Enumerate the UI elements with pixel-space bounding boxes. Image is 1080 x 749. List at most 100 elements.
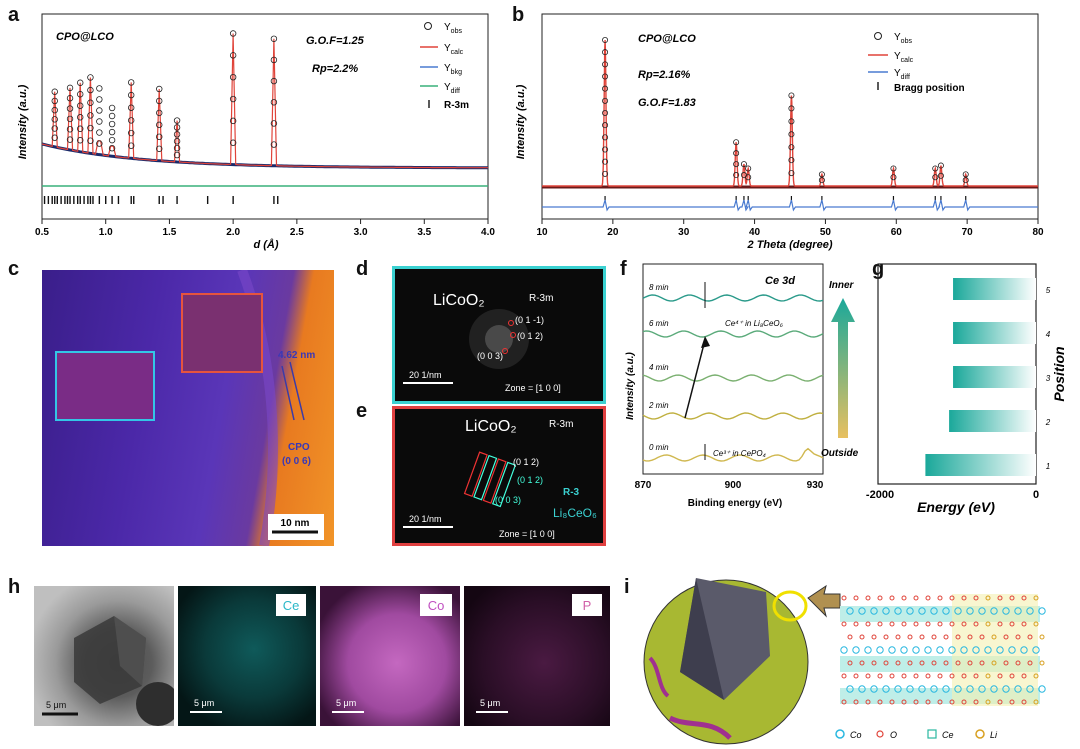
- a-obs-point: [87, 99, 94, 106]
- f-ce4: Ce⁴⁺ in Li₈CeO₆: [725, 319, 784, 328]
- lattice-atom: [1033, 673, 1039, 679]
- i-legend-co: Co: [850, 730, 862, 740]
- d-plane1: (0 1 -1): [515, 315, 544, 325]
- panel-b-sample: CPO@LCO: [638, 33, 696, 45]
- lattice-atom: [1021, 595, 1027, 601]
- a-obs-point: [270, 77, 278, 85]
- e-compound: LiCoO₂: [465, 418, 517, 435]
- legend-b-3: Bragg position: [894, 83, 965, 94]
- lattice-atom: [913, 595, 919, 601]
- lattice-atom: [973, 621, 979, 627]
- a-obs-point: [77, 91, 84, 98]
- lattice-atom: [901, 699, 907, 705]
- lattice-atom: [985, 673, 991, 679]
- a-obs-point: [77, 137, 84, 144]
- lattice-atom: [949, 673, 955, 679]
- lattice-atom: [859, 634, 865, 640]
- i-legend-li: Li: [990, 730, 998, 740]
- panel-g-chart: 5 4 3 2 1 -2000 0 Energy (eV) Position: [866, 263, 1067, 515]
- panel-h-label: h: [8, 576, 21, 598]
- f-time-label: 2 min: [648, 401, 669, 410]
- e-zone: Zone = [1 0 0]: [499, 529, 555, 539]
- lattice-atom: [901, 621, 907, 627]
- panel-a-xticks: 0.5 1.0 1.5 2.0 2.5 3.0 3.5 4.0: [35, 219, 495, 238]
- a-obs-point: [108, 104, 116, 112]
- a-xtick-label: 3.0: [354, 227, 368, 238]
- b-obs-point: [788, 105, 795, 112]
- a-obs-point: [127, 91, 135, 99]
- h-co-label: Co: [428, 598, 445, 613]
- lattice-atom: [954, 607, 962, 615]
- lattice-atom: [966, 607, 974, 615]
- d-compound: LiCoO₂: [433, 292, 485, 309]
- a-obs-point: [51, 97, 58, 105]
- lattice-atom: [984, 646, 992, 654]
- e-group: R-3m: [549, 419, 573, 430]
- a-obs-point: [156, 85, 163, 93]
- a-obs-point: [270, 141, 278, 148]
- lattice-atom: [937, 595, 943, 601]
- a-obs-point: [51, 125, 58, 132]
- lattice-atom: [1039, 660, 1045, 666]
- lattice-atom: [990, 685, 998, 693]
- lattice-atom: [865, 595, 871, 601]
- d-zone: Zone = [1 0 0]: [505, 383, 561, 393]
- a-obs-point: [156, 145, 163, 152]
- lattice-atom: [924, 646, 932, 654]
- lattice-atom: [888, 646, 896, 654]
- lattice-atom: [966, 685, 974, 693]
- lattice-atom: [877, 699, 883, 705]
- b-xtick-label: 40: [749, 227, 761, 238]
- lattice-atom: [1009, 621, 1015, 627]
- b-calc-line: [542, 39, 1038, 187]
- eds-co-map: Co 5 μm: [320, 586, 460, 726]
- lattice-atom: [895, 660, 901, 666]
- lattice-atom: [960, 646, 968, 654]
- a-xtick-label: 2.5: [290, 227, 304, 238]
- lattice-atom: [973, 595, 979, 601]
- g-xlabel: Energy (eV): [917, 499, 995, 515]
- lattice-atom: [858, 607, 866, 615]
- a-obs-point: [173, 144, 181, 152]
- b-obs-point: [740, 161, 747, 168]
- f-time-label: 6 min: [649, 319, 669, 328]
- b-obs-point: [733, 139, 740, 146]
- lattice-atom: [1021, 673, 1027, 679]
- b-obs-point: [745, 165, 752, 172]
- panel-a-gof: G.O.F=1.25: [306, 35, 365, 47]
- a-obs-point: [156, 97, 163, 105]
- lattice-atom: [895, 634, 901, 640]
- f-depth-arrow: [831, 298, 855, 438]
- lattice-ce-zone: [952, 594, 1038, 706]
- panel-i-label: i: [624, 576, 630, 598]
- saed-d-image: LiCoO₂ R-3m (0 1 -1) (0 1 2) (0 0 3) 20 …: [392, 266, 606, 404]
- b-obs-point: [745, 174, 752, 181]
- lattice-atom: [1032, 646, 1040, 654]
- lattice-atom: [985, 699, 991, 705]
- eds-p-map: P 5 μm: [464, 586, 610, 726]
- c-phase: CPO: [288, 442, 310, 453]
- a-obs-point: [173, 151, 181, 159]
- h-p-scale: 5 μm: [480, 698, 500, 708]
- a-obs-point: [127, 117, 135, 124]
- panel-a-sample: CPO@LCO: [56, 31, 114, 43]
- a-obs-point: [173, 124, 181, 131]
- f-ce3: Ce³⁺ in CePO₄: [713, 449, 766, 458]
- lattice-atom: [877, 621, 883, 627]
- a-obs-point: [173, 138, 181, 145]
- e-plane3: (0 0 3): [495, 495, 521, 505]
- lattice-atom: [912, 646, 920, 654]
- lattice-atom: [1003, 660, 1009, 666]
- lattice-atom: [930, 607, 938, 615]
- f-xtick-2: 930: [807, 480, 824, 491]
- lattice-atom: [925, 621, 931, 627]
- panel-i-schematic: Co O Ce Li: [643, 578, 1046, 745]
- lattice-atom: [906, 685, 914, 693]
- f-shift-arrow: [684, 339, 706, 419]
- b-obs-point: [788, 157, 795, 164]
- saed-e-image: LiCoO₂ R-3m (0 1 2) (0 1 2) (0 0 3) R-3 …: [392, 406, 606, 546]
- lattice-atom: [1033, 699, 1039, 705]
- lattice-atom: [1027, 660, 1033, 666]
- eds-ce-map: Ce 5 μm: [178, 586, 316, 726]
- a-obs-point: [87, 124, 94, 132]
